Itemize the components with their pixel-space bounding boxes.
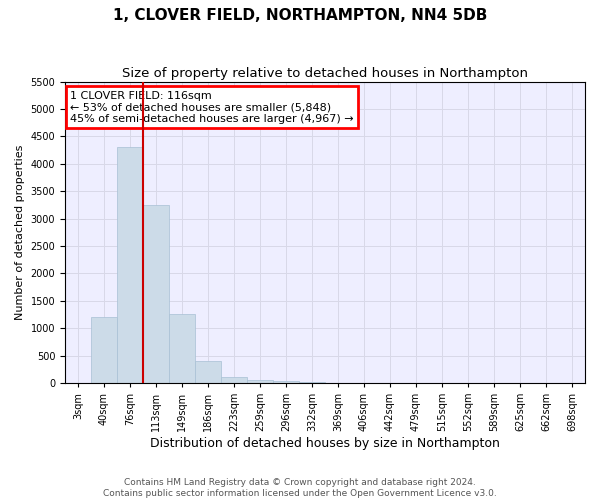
- Title: Size of property relative to detached houses in Northampton: Size of property relative to detached ho…: [122, 68, 528, 80]
- Text: 1 CLOVER FIELD: 116sqm
← 53% of detached houses are smaller (5,848)
45% of semi-: 1 CLOVER FIELD: 116sqm ← 53% of detached…: [70, 90, 354, 124]
- X-axis label: Distribution of detached houses by size in Northampton: Distribution of detached houses by size …: [150, 437, 500, 450]
- Bar: [169, 314, 195, 383]
- Bar: [143, 205, 169, 383]
- Bar: [273, 382, 299, 383]
- Bar: [195, 361, 221, 383]
- Bar: [221, 378, 247, 383]
- Text: Contains HM Land Registry data © Crown copyright and database right 2024.
Contai: Contains HM Land Registry data © Crown c…: [103, 478, 497, 498]
- Bar: [299, 382, 325, 383]
- Bar: [91, 317, 117, 383]
- Bar: [117, 148, 143, 383]
- Bar: [247, 380, 273, 383]
- Y-axis label: Number of detached properties: Number of detached properties: [15, 144, 25, 320]
- Text: 1, CLOVER FIELD, NORTHAMPTON, NN4 5DB: 1, CLOVER FIELD, NORTHAMPTON, NN4 5DB: [113, 8, 487, 22]
